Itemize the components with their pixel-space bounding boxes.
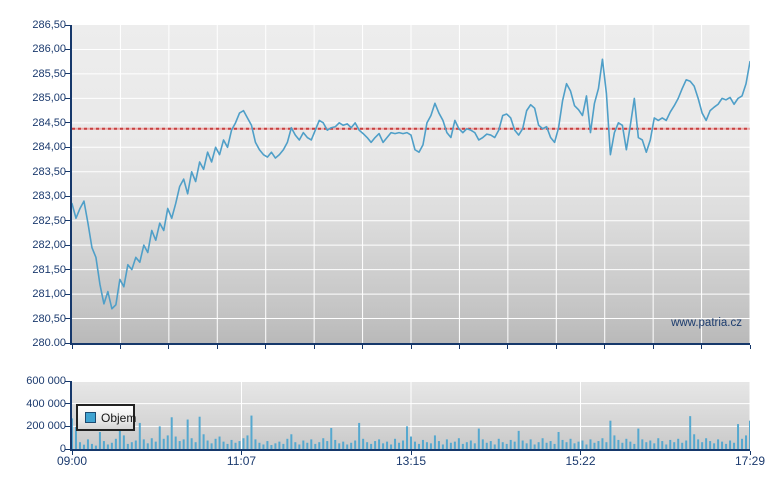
price-y-axis-label: 286,50 — [32, 19, 66, 31]
price-y-axis-tick — [65, 48, 70, 50]
volume-y-axis-tick — [65, 380, 70, 382]
price-y-axis-tick — [65, 73, 70, 75]
volume-y-axis-tick — [65, 448, 70, 450]
price-x-axis-tick — [313, 345, 315, 349]
price-y-axis-tick — [65, 293, 70, 295]
price-x-axis-tick — [652, 345, 654, 349]
volume-y-axis-label: 200 000 — [26, 420, 66, 433]
volume-legend-swatch-icon — [85, 412, 96, 423]
time-axis-label: 17:29 — [734, 454, 766, 468]
volume-y-axis-line — [70, 381, 72, 451]
price-y-axis-tick — [65, 122, 70, 124]
price-chart-svg — [72, 25, 750, 343]
price-x-axis-line — [70, 343, 750, 345]
price-y-axis-label: 286,00 — [32, 43, 66, 56]
volume-x-axis-line — [70, 449, 750, 451]
price-x-axis-tick — [168, 345, 170, 349]
time-axis-label: 13:15 — [395, 454, 427, 468]
volume-x-axis-tick — [71, 451, 73, 455]
volume-plot-area — [72, 381, 750, 449]
price-y-axis-label: 284,00 — [32, 141, 66, 154]
volume-x-axis-tick — [410, 451, 412, 455]
price-y-axis-label: 281,50 — [32, 263, 66, 276]
price-y-axis-label: 285,50 — [32, 67, 66, 80]
price-y-axis-tick — [65, 244, 70, 246]
price-y-axis-tick — [65, 220, 70, 222]
time-axis-label: 09:00 — [56, 454, 88, 468]
price-y-axis-tick — [65, 97, 70, 99]
volume-x-axis-tick — [241, 451, 242, 455]
price-x-axis-tick — [119, 345, 121, 349]
price-x-axis-tick — [265, 345, 267, 349]
price-x-axis-tick — [410, 345, 412, 349]
volume-y-axis-label: 0 — [59, 443, 66, 455]
price-y-axis-tick — [65, 269, 70, 271]
price-y-axis-label: 280,50 — [32, 312, 66, 325]
price-x-axis-tick — [216, 345, 218, 349]
price-y-axis-line — [70, 25, 72, 345]
volume-chart-svg — [72, 381, 750, 449]
price-x-axis-tick — [71, 345, 73, 349]
price-y-axis-label: 280.00 — [32, 337, 66, 349]
volume-x-axis-tick — [580, 451, 581, 455]
watermark-text: www.patria.cz — [671, 317, 742, 329]
price-x-axis-tick — [604, 345, 606, 349]
time-axis-label: 11:07 — [226, 454, 257, 468]
price-y-axis-label: 283,50 — [32, 165, 66, 178]
price-x-axis-tick — [749, 345, 751, 349]
time-axis-label: 15:22 — [565, 454, 596, 468]
price-x-axis-tick — [701, 345, 703, 349]
price-y-axis-tick — [65, 195, 70, 197]
price-x-axis-tick — [458, 345, 460, 349]
volume-y-axis-tick — [65, 403, 70, 405]
price-y-axis-label: 282,00 — [32, 239, 66, 252]
volume-y-axis-label: 600 000 — [26, 375, 66, 387]
volume-legend-label: Objem — [101, 410, 137, 425]
price-x-axis-tick — [507, 345, 509, 349]
volume-x-axis-tick — [749, 451, 751, 455]
price-y-axis-label: 282,50 — [32, 214, 66, 227]
price-plot-area — [72, 25, 750, 343]
price-x-axis-tick — [362, 345, 364, 349]
price-y-axis-label: 284,50 — [32, 116, 66, 129]
price-x-axis-tick — [555, 345, 557, 349]
price-y-axis-tick — [65, 171, 70, 173]
price-y-axis-tick — [65, 342, 70, 344]
volume-legend: Objem — [76, 404, 137, 431]
price-y-axis-label: 285,00 — [32, 92, 66, 105]
price-y-axis-tick — [65, 318, 70, 320]
price-y-axis-label: 283,00 — [32, 190, 66, 203]
price-y-axis-tick — [65, 146, 70, 148]
volume-y-axis-tick — [65, 425, 70, 427]
price-y-axis-tick — [65, 24, 70, 26]
price-y-axis-label: 281,00 — [32, 288, 66, 301]
volume-y-axis-label: 400 000 — [26, 397, 66, 410]
